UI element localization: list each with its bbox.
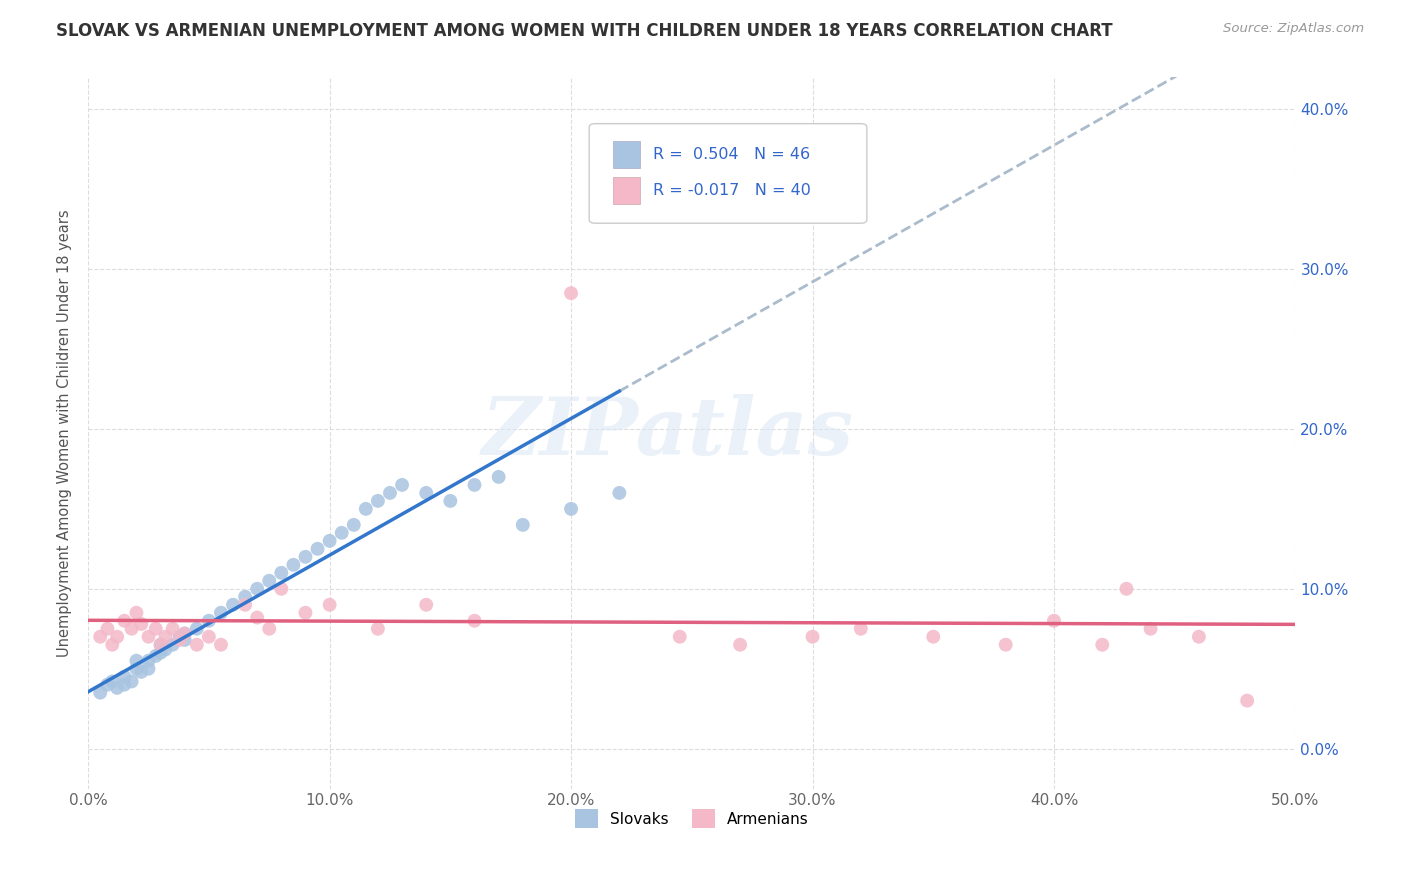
Point — [101, 674, 124, 689]
Point — [367, 622, 389, 636]
Point — [162, 622, 184, 636]
Point — [125, 654, 148, 668]
Text: ZIPatlas: ZIPatlas — [482, 394, 853, 472]
Point — [149, 638, 172, 652]
Point — [233, 590, 256, 604]
Point — [222, 598, 245, 612]
Point — [560, 286, 582, 301]
Point — [849, 622, 872, 636]
Text: SLOVAK VS ARMENIAN UNEMPLOYMENT AMONG WOMEN WITH CHILDREN UNDER 18 YEARS CORRELA: SLOVAK VS ARMENIAN UNEMPLOYMENT AMONG WO… — [56, 22, 1114, 40]
Point — [186, 638, 208, 652]
Point — [668, 198, 690, 212]
Point — [246, 610, 269, 624]
Point — [1115, 582, 1137, 596]
Point — [668, 630, 690, 644]
Point — [1043, 614, 1066, 628]
Point — [415, 598, 437, 612]
Point — [169, 630, 191, 644]
Point — [155, 642, 177, 657]
Point — [1091, 638, 1114, 652]
Point — [270, 566, 292, 580]
Point — [609, 486, 631, 500]
Point — [233, 598, 256, 612]
Point — [173, 626, 195, 640]
Point — [415, 486, 437, 500]
Point — [149, 638, 172, 652]
Point — [138, 662, 160, 676]
Point — [138, 654, 160, 668]
Point — [89, 630, 111, 644]
Point — [145, 648, 167, 663]
Point — [1188, 630, 1211, 644]
Point — [801, 630, 824, 644]
Point — [439, 494, 461, 508]
Point — [186, 622, 208, 636]
Legend: Slovaks, Armenians: Slovaks, Armenians — [569, 804, 814, 834]
Point — [463, 614, 485, 628]
Point — [105, 681, 128, 695]
Point — [257, 574, 280, 588]
Text: Source: ZipAtlas.com: Source: ZipAtlas.com — [1223, 22, 1364, 36]
Point — [270, 582, 292, 596]
Point — [209, 638, 232, 652]
Point — [994, 638, 1017, 652]
Point — [89, 686, 111, 700]
Point — [728, 638, 751, 652]
Point — [155, 630, 177, 644]
Point — [129, 665, 152, 679]
Point — [246, 582, 269, 596]
Point — [1139, 622, 1161, 636]
Point — [198, 614, 221, 628]
Point — [162, 638, 184, 652]
Point — [96, 622, 118, 636]
Point — [294, 549, 316, 564]
Point — [307, 541, 329, 556]
Point — [209, 606, 232, 620]
Point — [112, 670, 135, 684]
Point — [318, 598, 340, 612]
Point — [318, 533, 340, 548]
Point — [367, 494, 389, 508]
FancyBboxPatch shape — [589, 124, 868, 223]
Point — [343, 517, 366, 532]
Point — [101, 638, 124, 652]
Text: R = -0.017   N = 40: R = -0.017 N = 40 — [654, 183, 811, 198]
FancyBboxPatch shape — [613, 142, 640, 169]
Point — [149, 646, 172, 660]
Point — [1236, 693, 1258, 707]
Point — [330, 525, 353, 540]
Point — [125, 662, 148, 676]
Point — [121, 622, 143, 636]
Point — [463, 478, 485, 492]
Point — [922, 630, 945, 644]
Point — [105, 630, 128, 644]
Point — [125, 606, 148, 620]
Point — [145, 622, 167, 636]
FancyBboxPatch shape — [613, 177, 640, 204]
Point — [112, 614, 135, 628]
Point — [512, 517, 534, 532]
Text: R =  0.504   N = 46: R = 0.504 N = 46 — [654, 147, 810, 162]
Point — [112, 678, 135, 692]
Point — [198, 630, 221, 644]
Point — [169, 632, 191, 647]
Point — [138, 630, 160, 644]
Point — [96, 678, 118, 692]
Point — [129, 616, 152, 631]
Y-axis label: Unemployment Among Women with Children Under 18 years: Unemployment Among Women with Children U… — [58, 209, 72, 657]
Point — [354, 501, 377, 516]
Point — [257, 622, 280, 636]
Point — [121, 674, 143, 689]
Point — [173, 626, 195, 640]
Point — [378, 486, 401, 500]
Point — [488, 470, 510, 484]
Point — [173, 632, 195, 647]
Point — [283, 558, 305, 572]
Point — [294, 606, 316, 620]
Point — [391, 478, 413, 492]
Point — [560, 501, 582, 516]
